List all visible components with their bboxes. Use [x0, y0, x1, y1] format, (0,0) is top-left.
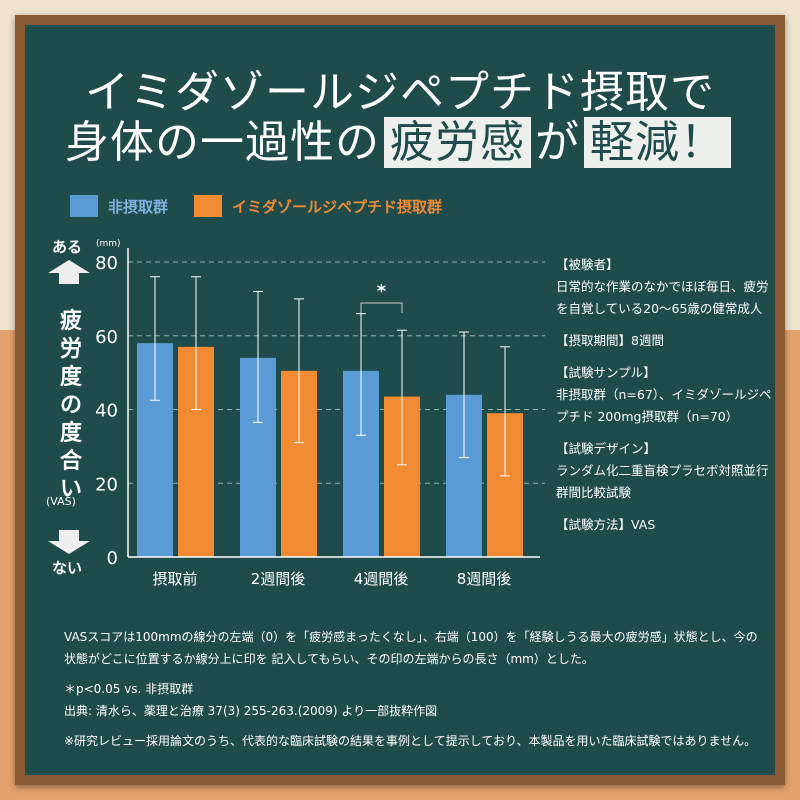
info-text: ランダム化二重盲検プラセボ対照並行群間比較試験 [556, 463, 769, 500]
title-text: 身体の一過性の [65, 117, 380, 168]
info-heading: 【被験者】 [556, 257, 619, 272]
y-tick-label: 40 [95, 401, 118, 422]
significance-note: ＊p<0.05 vs. 非摂取群 [64, 682, 194, 696]
arrow-up-icon [48, 260, 90, 284]
y-unit-label: (mm) [96, 239, 121, 249]
x-tick-label: 4週間後 [354, 570, 409, 588]
source-note: 出典: 清水ら、薬理と治療 37(3) 255-263.(2009) より一部抜… [64, 704, 438, 718]
legend-label: 非摂取群 [108, 197, 169, 216]
legend-label: イミダゾールジペプチド摂取群 [232, 197, 443, 216]
legend-item: 非摂取群 [70, 195, 168, 217]
legend-swatch [194, 195, 223, 217]
x-tick-label: 摂取前 [152, 570, 197, 588]
chart-legend: 非摂取群 イミダゾールジペプチド摂取群 [70, 195, 468, 217]
x-tick-label: 2週間後 [251, 570, 306, 588]
y-axis-label: 疲労度の度合い [59, 309, 82, 502]
y-axis-sublabel: (VAS) [46, 495, 76, 508]
y-tick-label: 0 [107, 548, 118, 569]
vas-note: VASスコアは100mmの線分の左端（0）を「疲労感まったくなし」、右端（100… [64, 630, 758, 666]
info-heading: 【試験デザイン】 [556, 441, 657, 456]
info-heading: 【試験方法】 [556, 517, 632, 532]
significance-mark: * [377, 281, 387, 302]
info-heading: 【摂取期間】 [556, 333, 632, 348]
info-text: 8週間 [631, 333, 664, 348]
title-line-1: イミダゾールジペプチド摂取で [85, 67, 715, 118]
info-text: 日常的な作業のなかでほぼ毎日、疲労を自覚している20〜65歳の健常成人 [556, 279, 769, 316]
title-line-2: 身体の一過性の 疲労感が軽減！ [0, 106, 800, 170]
footnotes: VASスコアは100mmの線分の左端（0）を「疲労感まったくなし」、右端（100… [64, 626, 764, 760]
title-text: が [535, 117, 580, 168]
y-tick-label: 80 [95, 253, 118, 274]
info-text: VAS [631, 517, 656, 532]
x-tick-label: 8週間後 [457, 570, 512, 588]
y-tick-label: 60 [95, 327, 118, 348]
title-highlight: 疲労感 [384, 117, 531, 168]
title-highlight: 軽減！ [584, 117, 731, 168]
significance-bracket [360, 302, 403, 313]
info-heading: 【試験サンプル】 [556, 365, 656, 380]
arrow-down-icon [48, 530, 90, 554]
legend-item: イミダゾールジペプチド摂取群 [194, 195, 442, 217]
disclaimer: ※研究レビュー採用論文のうち、代表的な臨床試験の結果を事例として提示しており、本… [64, 734, 757, 748]
info-text: 非摂取群（n=67）、イミダゾールジペプチド 200mg摂取群（n=70） [556, 387, 772, 424]
y-top-label: ある [52, 238, 83, 256]
legend-swatch [70, 195, 98, 217]
y-bottom-label: ない [52, 559, 83, 577]
bar-chart: 0 20 40 60 80 (mm) 摂取前 2週間後 4週間後 * 8週間後 [95, 239, 545, 588]
y-tick-label: 20 [95, 474, 118, 495]
study-info: 【被験者】日常的な作業のなかでほぼ毎日、疲労を自覚している20〜65歳の健常成人… [556, 254, 776, 546]
